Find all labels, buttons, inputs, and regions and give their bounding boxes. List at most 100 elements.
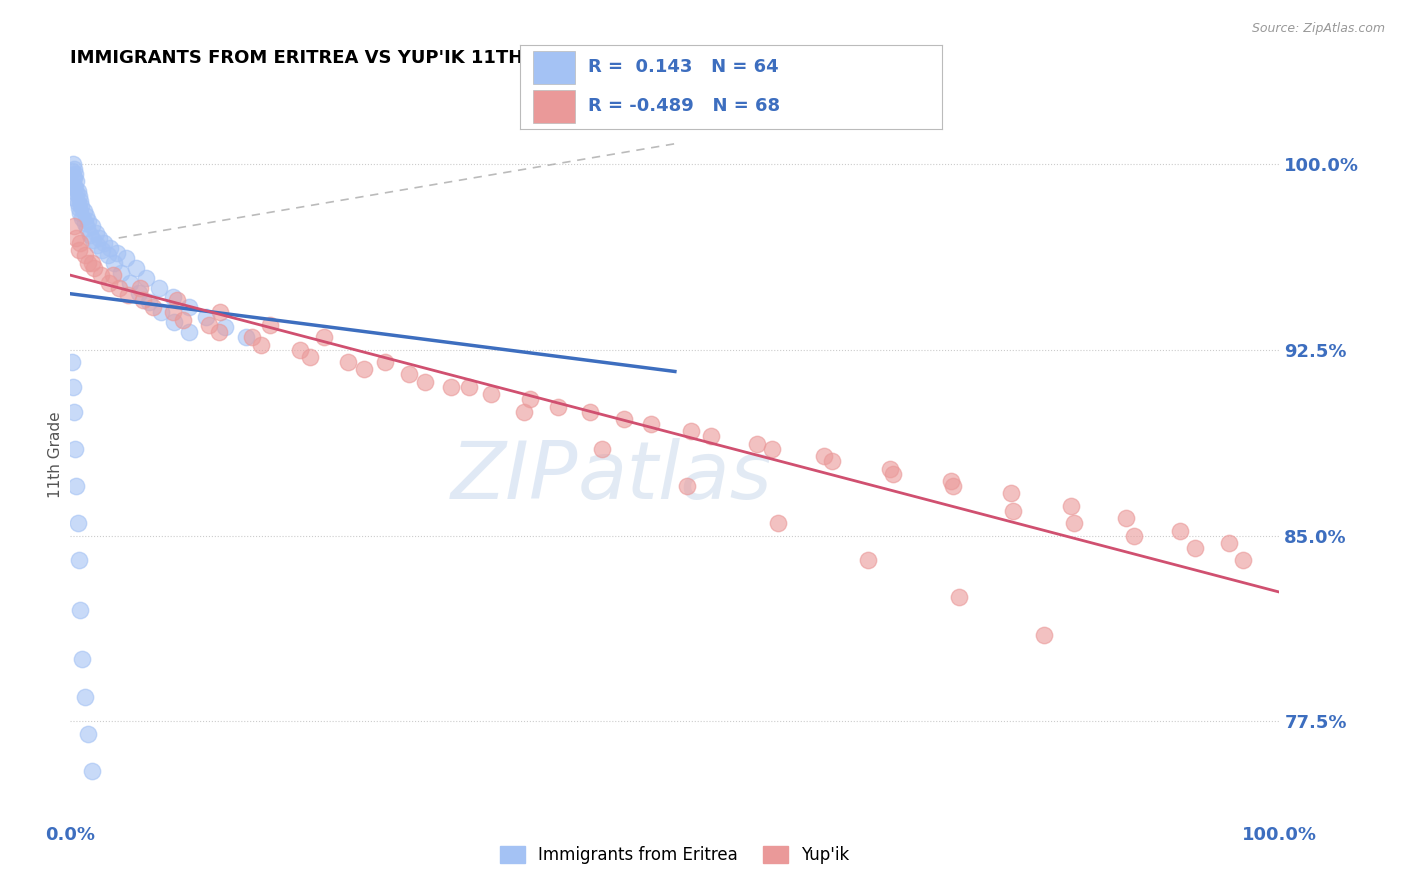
FancyBboxPatch shape	[533, 52, 575, 84]
Point	[118, 276, 141, 290]
Point	[700, 429, 723, 443]
Point	[124, 260, 146, 275]
Point	[107, 245, 129, 260]
Point	[162, 290, 184, 304]
Point	[209, 305, 232, 319]
Text: ZIP: ZIP	[451, 438, 578, 516]
Point	[939, 474, 962, 488]
Point	[942, 479, 965, 493]
Point	[513, 404, 536, 418]
Point	[103, 256, 125, 270]
Point	[766, 516, 789, 530]
Point	[1232, 553, 1254, 567]
Point	[194, 310, 217, 325]
Point	[65, 479, 87, 493]
Point	[82, 234, 104, 248]
Point	[86, 238, 108, 252]
Point	[63, 161, 86, 176]
Point	[73, 690, 96, 704]
Point	[879, 461, 901, 475]
Point	[676, 479, 699, 493]
Point	[288, 343, 311, 357]
Point	[73, 248, 96, 262]
Point	[72, 652, 94, 666]
Point	[519, 392, 541, 406]
Point	[138, 295, 160, 310]
Point	[374, 355, 396, 369]
Point	[440, 380, 463, 394]
Point	[60, 164, 83, 178]
Point	[298, 350, 321, 364]
Point	[63, 181, 86, 195]
Point	[79, 228, 101, 243]
Point	[117, 288, 139, 302]
Point	[128, 285, 150, 300]
Point	[90, 268, 111, 282]
Point	[62, 380, 84, 394]
Point	[172, 313, 194, 327]
Point	[80, 256, 103, 270]
Point	[67, 553, 90, 567]
Point	[77, 213, 100, 227]
Point	[63, 191, 86, 205]
Point	[591, 442, 613, 456]
Point	[70, 199, 93, 213]
Point	[761, 442, 783, 456]
Point	[66, 516, 89, 530]
Point	[69, 194, 91, 208]
Point	[98, 276, 121, 290]
Point	[80, 764, 103, 778]
Point	[398, 368, 420, 382]
Point	[141, 301, 163, 315]
Point	[479, 387, 502, 401]
Point	[73, 216, 96, 230]
Point	[858, 553, 880, 567]
Point	[1063, 516, 1085, 530]
Point	[240, 330, 263, 344]
Point	[679, 425, 702, 439]
Point	[67, 189, 90, 203]
Point	[1218, 536, 1240, 550]
Point	[84, 226, 107, 240]
Point	[353, 362, 375, 376]
Point	[1168, 524, 1191, 538]
Point	[640, 417, 662, 431]
Point	[97, 248, 120, 262]
Point	[101, 268, 124, 282]
Point	[60, 355, 83, 369]
Point	[821, 454, 844, 468]
Point	[150, 305, 172, 319]
Point	[314, 330, 336, 344]
Point	[69, 603, 91, 617]
Point	[63, 178, 86, 193]
Point	[337, 355, 360, 369]
Point	[177, 301, 200, 315]
Point	[162, 305, 184, 319]
Text: IMMIGRANTS FROM ERITREA VS YUP'IK 11TH GRADE CORRELATION CHART: IMMIGRANTS FROM ERITREA VS YUP'IK 11TH G…	[70, 49, 821, 67]
Point	[77, 256, 100, 270]
Text: Source: ZipAtlas.com: Source: ZipAtlas.com	[1251, 22, 1385, 36]
Text: R =  0.143   N = 64: R = 0.143 N = 64	[588, 59, 779, 77]
Point	[83, 260, 105, 275]
Point	[62, 169, 84, 183]
Point	[613, 412, 636, 426]
Point	[148, 280, 170, 294]
Point	[163, 315, 186, 329]
Point	[132, 293, 155, 307]
Point	[93, 235, 115, 250]
Point	[65, 174, 87, 188]
Point	[579, 404, 602, 418]
Point	[235, 330, 257, 344]
Point	[75, 209, 97, 223]
Point	[1060, 499, 1083, 513]
Point	[66, 184, 89, 198]
Point	[76, 221, 98, 235]
Point	[1123, 528, 1146, 542]
Point	[129, 280, 152, 294]
Point	[62, 156, 84, 170]
Point	[63, 171, 86, 186]
Point	[89, 231, 111, 245]
Point	[166, 293, 188, 307]
Point	[214, 320, 236, 334]
Text: atlas: atlas	[578, 438, 773, 516]
